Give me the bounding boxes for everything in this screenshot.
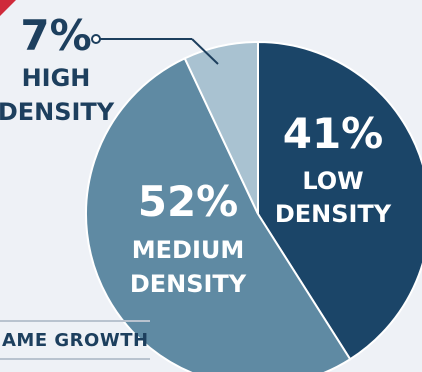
slice-medium-label-line2: DENSITY [130,270,247,298]
slice-medium-percent: 52% [138,177,239,226]
slice-high-label-line2: DENSITY [0,98,115,126]
pie-slice-low-density [257,40,422,361]
slice-high-label-line1: HIGH [22,64,91,92]
slice-low-label-line1: LOW [302,167,363,195]
leader-line-diagonal [191,38,219,65]
slice-medium-label-line1: MEDIUM [132,236,245,264]
corner-mark [0,0,16,16]
leader-dot [91,34,101,44]
pie-slice-high-density [183,40,259,215]
growth-ribbon: AME GROWTH [0,320,150,360]
slice-high-percent: 7% [20,11,91,60]
pie-slice-medium-density [84,57,352,372]
slice-low-label-line2: DENSITY [275,200,392,228]
growth-ribbon-label: AME GROWTH [2,329,149,351]
slice-low-percent: 41% [283,109,384,158]
